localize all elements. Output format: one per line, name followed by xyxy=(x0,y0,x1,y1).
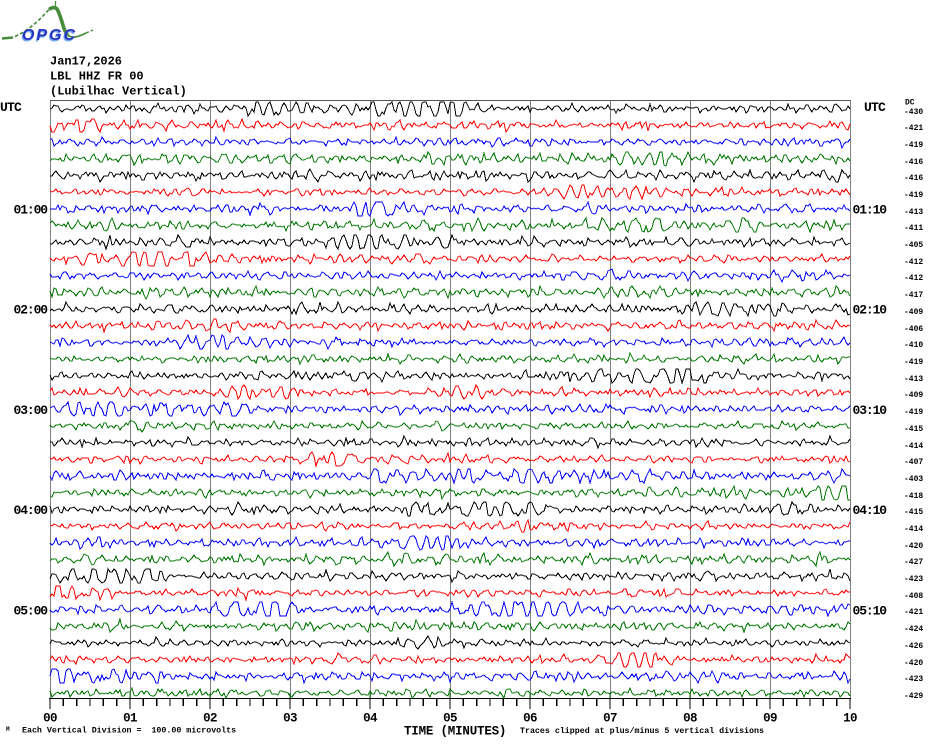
svg-text:LBL HHZ FR 00: LBL HHZ FR 00 xyxy=(50,70,144,84)
svg-text:-416: -416 xyxy=(904,158,923,167)
svg-text:Jan17,2026: Jan17,2026 xyxy=(50,55,122,69)
svg-text:-409: -409 xyxy=(904,391,923,400)
svg-text:08: 08 xyxy=(683,712,697,726)
svg-text:-429: -429 xyxy=(904,692,923,701)
svg-text:TIME (MINUTES): TIME (MINUTES) xyxy=(404,725,506,739)
svg-text:-415: -415 xyxy=(904,508,923,517)
svg-text:-423: -423 xyxy=(904,575,923,584)
svg-text:-419: -419 xyxy=(904,191,923,200)
svg-text:03:00: 03:00 xyxy=(14,403,49,418)
svg-text:-418: -418 xyxy=(904,492,923,501)
svg-text:-409: -409 xyxy=(904,308,923,317)
svg-text:-403: -403 xyxy=(904,475,923,484)
svg-text:-427: -427 xyxy=(904,558,923,567)
svg-text:-412: -412 xyxy=(904,258,923,267)
svg-text:05:00: 05:00 xyxy=(14,603,49,618)
svg-text:-424: -424 xyxy=(904,625,923,634)
svg-text:-405: -405 xyxy=(904,241,923,250)
svg-text:-421: -421 xyxy=(904,608,923,617)
svg-text:DC: DC xyxy=(905,99,915,108)
svg-text:Traces clipped at plus/minus 5: Traces clipped at plus/minus 5 vertical … xyxy=(520,726,764,736)
svg-text:-421: -421 xyxy=(904,124,923,133)
svg-text:01:00: 01:00 xyxy=(14,203,49,218)
svg-text:-420: -420 xyxy=(904,659,923,668)
svg-text:-408: -408 xyxy=(904,592,923,601)
svg-text:UTC: UTC xyxy=(0,100,22,115)
svg-text:-416: -416 xyxy=(904,174,923,183)
svg-text:-407: -407 xyxy=(904,458,923,467)
svg-text:-414: -414 xyxy=(904,442,923,451)
svg-text:OPGC: OPGC xyxy=(21,29,76,46)
svg-text:05: 05 xyxy=(443,712,457,726)
svg-text:09: 09 xyxy=(763,712,777,726)
svg-text:03:10: 03:10 xyxy=(853,403,888,418)
svg-text:01:10: 01:10 xyxy=(853,203,888,218)
svg-text:-430: -430 xyxy=(904,108,923,117)
svg-text:M: M xyxy=(6,726,10,733)
svg-text:-414: -414 xyxy=(904,525,923,534)
svg-text:(Lubilhac Vertical): (Lubilhac Vertical) xyxy=(50,85,187,99)
svg-text:-417: -417 xyxy=(904,291,923,300)
svg-text:-413: -413 xyxy=(904,375,923,384)
svg-text:02:00: 02:00 xyxy=(14,303,49,318)
svg-text:02: 02 xyxy=(203,712,217,726)
svg-text:04:10: 04:10 xyxy=(853,503,888,518)
svg-text:-426: -426 xyxy=(904,642,923,651)
svg-text:01: 01 xyxy=(123,712,137,726)
svg-text:-415: -415 xyxy=(904,425,923,434)
svg-text:-411: -411 xyxy=(904,224,923,233)
svg-text:10: 10 xyxy=(843,712,857,726)
svg-text:-413: -413 xyxy=(904,208,923,217)
svg-text:OPGC: OPGC xyxy=(22,27,77,44)
svg-text:06: 06 xyxy=(523,712,537,726)
svg-text:05:10: 05:10 xyxy=(853,603,888,618)
svg-text:02:10: 02:10 xyxy=(853,303,888,318)
svg-text:-419: -419 xyxy=(904,408,923,417)
svg-text:-423: -423 xyxy=(904,675,923,684)
svg-text:Each Vertical Division = 100.: Each Vertical Division = 100.00 microvol… xyxy=(22,726,236,736)
svg-text:-410: -410 xyxy=(904,341,923,350)
svg-text:04: 04 xyxy=(363,712,378,726)
svg-text:-420: -420 xyxy=(904,542,923,551)
svg-text:00: 00 xyxy=(43,712,57,726)
svg-text:-406: -406 xyxy=(904,325,923,334)
svg-text:07: 07 xyxy=(603,712,617,726)
svg-text:UTC: UTC xyxy=(864,100,886,115)
svg-text:-412: -412 xyxy=(904,274,923,283)
svg-text:-419: -419 xyxy=(904,358,923,367)
svg-text:04:00: 04:00 xyxy=(14,503,49,518)
svg-text:03: 03 xyxy=(283,712,297,726)
svg-text:-419: -419 xyxy=(904,141,923,150)
